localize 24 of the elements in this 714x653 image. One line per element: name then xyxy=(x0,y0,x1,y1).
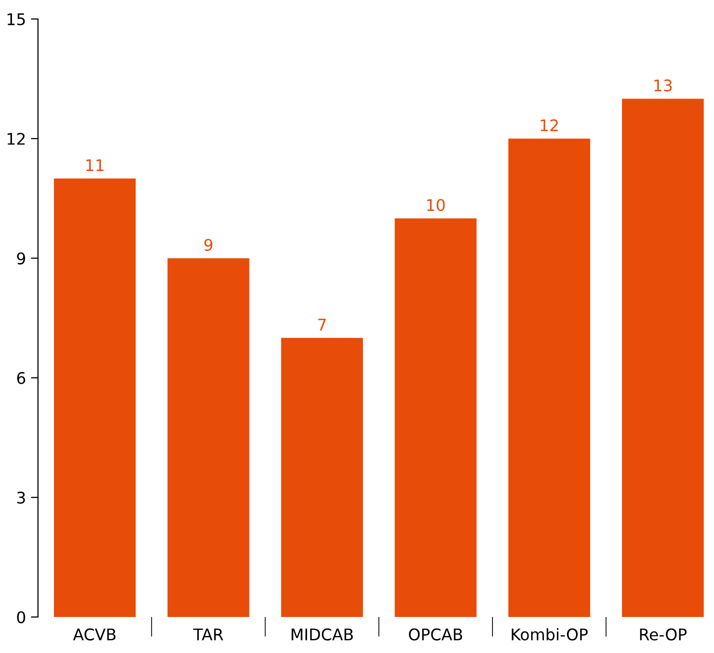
data-label: 12 xyxy=(540,119,558,132)
bar xyxy=(394,218,477,617)
data-label: 7 xyxy=(318,318,326,330)
bar xyxy=(54,178,136,617)
x-tick-label: Re-OP xyxy=(640,628,687,640)
data-label: 11 xyxy=(86,159,104,171)
x-tick-label: MIDCAB xyxy=(292,628,353,640)
y-tick-label: 9 xyxy=(17,252,26,264)
y-tick-label: 3 xyxy=(17,492,25,504)
data-label: 13 xyxy=(654,79,672,92)
x-tick-label: ACVB xyxy=(73,628,116,640)
y-tick-label: 15 xyxy=(8,13,25,26)
x-tick-label: TAR xyxy=(193,628,224,640)
y-tick-label: 6 xyxy=(17,372,26,384)
y-tick-label: 12 xyxy=(8,132,25,145)
bar xyxy=(622,98,704,617)
x-tick-label: Kombi-OP xyxy=(512,628,588,640)
data-label: 10 xyxy=(427,198,445,212)
data-label: 9 xyxy=(204,238,212,251)
y-tick-label: 0 xyxy=(17,611,26,624)
bar xyxy=(508,138,590,617)
bar xyxy=(281,338,363,617)
bar xyxy=(168,258,250,617)
x-tick-label: OPCAB xyxy=(408,628,462,640)
